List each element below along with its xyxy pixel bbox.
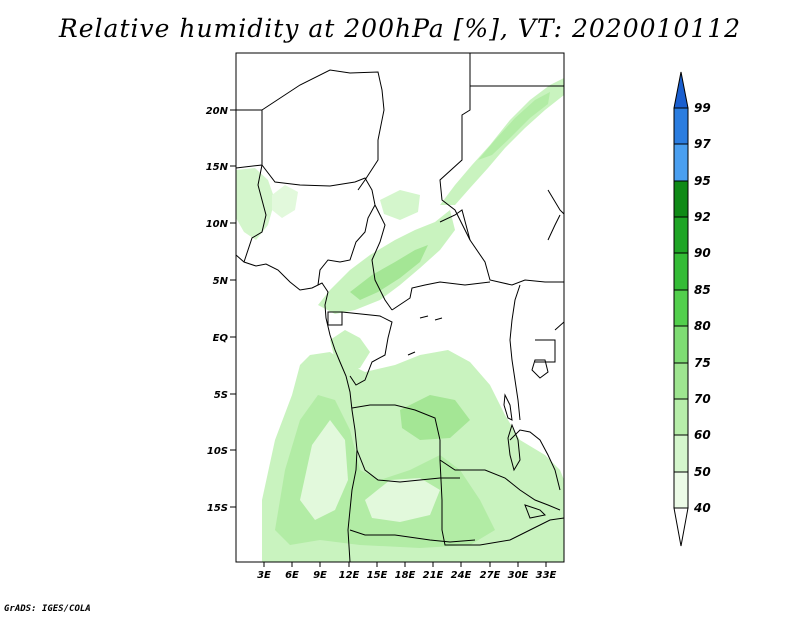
lon-label: 6E: [285, 570, 299, 581]
colorbar-swatch: [673, 434, 689, 473]
colorbar-label: 80: [694, 319, 711, 333]
lat-label: EQ: [213, 333, 229, 344]
humidity-area-west: [236, 168, 275, 240]
colorbar-label: 92: [694, 210, 711, 224]
colorbar-swatch: [673, 143, 689, 182]
map-title: Relative humidity at 200hPa [%], VT: 202…: [58, 14, 742, 43]
lon-label: 21E: [423, 570, 444, 581]
lon-label: 15E: [367, 570, 388, 581]
colorbar-label: 99: [694, 101, 711, 115]
lon-label: 30E: [508, 570, 529, 581]
lon-label: 3E: [257, 570, 271, 581]
lon-label: 18E: [395, 570, 416, 581]
lat-label: 20N: [206, 106, 229, 117]
map-frame: [235, 52, 565, 563]
humidity-area-central: [318, 210, 455, 314]
colorbar-label: 97: [694, 137, 711, 151]
lat-label: 15S: [207, 503, 228, 514]
lat-label: 10S: [207, 446, 228, 457]
lon-label: 9E: [313, 570, 327, 581]
colorbar-bottom-arrow: [673, 507, 689, 547]
coastline-west: [236, 254, 358, 562]
colorbar-swatch: [673, 362, 689, 400]
colorbar-swatch: [673, 107, 689, 145]
colorbar-swatch: [673, 180, 689, 218]
lat-label: 10N: [206, 219, 229, 230]
colorbar-label: 75: [694, 356, 711, 370]
colorbar-top-arrow: [673, 71, 689, 109]
humidity-shading: [236, 78, 564, 562]
colorbar-label: 90: [694, 246, 711, 260]
lon-label: 33E: [536, 570, 557, 581]
grads-credit: GrADS: IGES/COLA: [4, 604, 91, 614]
lon-label: 12E: [339, 570, 360, 581]
lat-label: 5N: [213, 276, 229, 287]
colorbar-label: 60: [694, 428, 711, 442]
latitude-axis: 20N 15N 10N 5N EQ 5S 10S 15S: [206, 106, 236, 514]
colorbar-swatch: [673, 325, 689, 364]
colorbar-swatch: [673, 252, 689, 291]
lat-label: 15N: [206, 162, 229, 173]
colorbar-label: 70: [694, 392, 711, 406]
colorbar-swatch: [673, 216, 689, 254]
colorbar-label: 85: [694, 283, 711, 297]
borders: [236, 53, 564, 562]
colorbar: 99 97 95 92 90 85 80 75 70 60 50 40: [673, 71, 711, 547]
colorbar-label: 50: [694, 465, 711, 479]
lon-label: 27E: [480, 570, 501, 581]
colorbar-swatch: [673, 398, 689, 436]
lat-label: 5S: [214, 390, 228, 401]
lon-label: 24E: [451, 570, 472, 581]
colorbar-swatch: [673, 471, 689, 509]
longitude-axis: 3E 6E 9E 12E 15E 18E 21E 24E 27E 30E 33E: [257, 562, 557, 581]
colorbar-swatch: [673, 289, 689, 327]
colorbar-label: 40: [693, 501, 711, 515]
colorbar-label: 95: [694, 174, 711, 188]
